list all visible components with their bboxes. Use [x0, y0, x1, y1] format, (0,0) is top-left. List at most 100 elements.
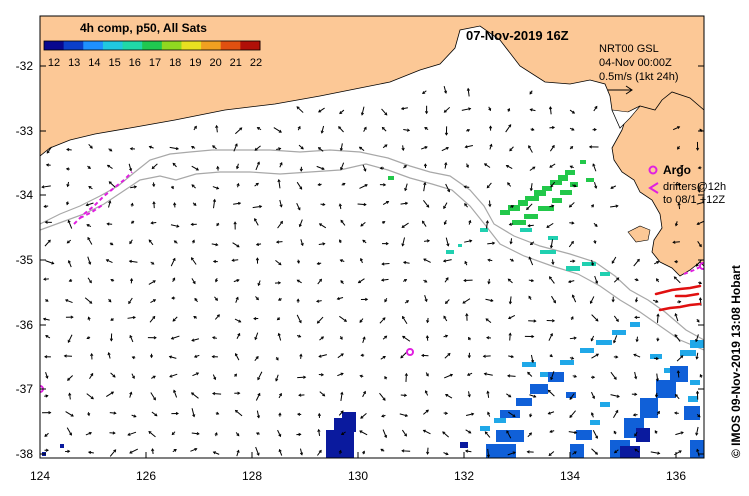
- current-arrow: [86, 202, 94, 206]
- current-arrow: [465, 450, 472, 453]
- current-arrow: [445, 394, 453, 399]
- current-arrowhead: [571, 110, 576, 114]
- current-arrowhead: [380, 448, 384, 452]
- current-arrow: [191, 257, 197, 265]
- current-arrow: [191, 392, 199, 399]
- current-arrow: [548, 411, 555, 415]
- current-arrowhead: [338, 449, 342, 453]
- x-tick-label: 126: [136, 469, 156, 483]
- current-arrowhead: [362, 239, 366, 243]
- current-arrowhead: [216, 411, 220, 415]
- current-arrow: [443, 259, 452, 262]
- current-arrow: [213, 199, 216, 209]
- current-arrow: [443, 106, 451, 113]
- current-arrow: [150, 299, 156, 303]
- current-arrow: [444, 353, 451, 359]
- current-arrowhead: [212, 145, 216, 149]
- current-arrowhead: [154, 413, 158, 417]
- current-arrowhead: [296, 260, 301, 264]
- x-axis: 124 126 128 130 132 134 136: [30, 452, 686, 483]
- current-arrowhead: [443, 109, 447, 113]
- current-arrow: [148, 280, 156, 285]
- current-arrowhead: [87, 450, 92, 455]
- current-arrowhead: [695, 338, 699, 343]
- current-arrowhead: [672, 240, 676, 244]
- current-arrow: [191, 165, 199, 171]
- current-arrowhead: [278, 262, 282, 266]
- current-arrow: [675, 431, 684, 436]
- current-arrow: [172, 316, 178, 322]
- current-arrowhead: [298, 320, 302, 324]
- current-arrowhead: [593, 128, 597, 132]
- current-arrow: [359, 146, 365, 152]
- current-arrow: [87, 277, 92, 284]
- current-arrow: [382, 335, 387, 340]
- current-arrowhead: [443, 205, 447, 210]
- current-arrowhead: [483, 163, 488, 167]
- current-arrow: [257, 371, 263, 380]
- current-arrowhead: [215, 243, 219, 247]
- argo-float-marker[interactable]: [699, 262, 706, 270]
- current-arrowhead: [64, 299, 69, 303]
- gulf-water: [611, 105, 641, 129]
- current-arrowhead: [67, 449, 71, 453]
- current-arrowhead: [528, 295, 532, 299]
- current-arrowhead: [569, 165, 573, 169]
- current-arrowhead: [462, 300, 466, 304]
- current-arrowhead: [133, 414, 137, 418]
- current-arrow: [45, 335, 51, 339]
- current-arrow: [191, 184, 196, 189]
- current-arrowhead: [43, 277, 47, 281]
- colorbar-tick-label: 21: [230, 57, 242, 69]
- credit-text: © IMOS 09-Nov-2019 13:08 Hobart: [729, 265, 743, 458]
- current-arrow: [277, 429, 282, 437]
- x-tick-label: 130: [348, 469, 368, 483]
- current-arrowhead: [113, 449, 117, 453]
- current-arrow: [568, 280, 575, 283]
- current-arrowhead: [531, 334, 535, 339]
- current-arrowhead: [363, 126, 367, 130]
- current-arrow: [129, 260, 138, 263]
- current-arrowhead: [424, 298, 428, 303]
- current-arrowhead: [401, 243, 405, 247]
- current-arrowhead: [443, 315, 447, 319]
- current-arrow: [634, 448, 640, 453]
- current-arrow: [340, 162, 345, 170]
- current-arrow: [569, 393, 575, 400]
- current-arrow: [528, 256, 534, 266]
- current-arrowhead: [526, 450, 530, 454]
- current-arrowhead: [610, 186, 614, 189]
- current-arrowhead: [303, 375, 307, 379]
- current-arrowhead: [106, 222, 110, 226]
- current-arrow: [549, 106, 552, 115]
- current-arrow: [87, 256, 91, 265]
- current-arrowhead: [400, 106, 405, 111]
- current-arrow: [569, 202, 575, 208]
- current-arrow: [254, 332, 259, 340]
- current-arrow: [212, 374, 216, 380]
- current-arrow: [235, 410, 243, 417]
- current-arrow: [610, 394, 620, 398]
- current-arrow: [169, 146, 179, 150]
- current-arrow: [489, 200, 491, 207]
- current-arrowhead: [148, 145, 152, 149]
- current-arrow: [695, 334, 699, 342]
- current-arrowhead: [464, 203, 468, 207]
- current-arrow: [382, 201, 389, 206]
- current-arrowhead: [529, 414, 533, 418]
- current-arrow: [169, 373, 178, 378]
- argo-float-marker[interactable]: [406, 348, 414, 356]
- current-arrowhead: [697, 189, 701, 193]
- current-arrow: [41, 185, 51, 188]
- current-arrow: [487, 448, 490, 458]
- current-arrow: [594, 182, 597, 189]
- current-arrow: [468, 391, 471, 397]
- current-arrowhead: [382, 355, 386, 359]
- current-arrowhead: [216, 314, 220, 318]
- current-arrow: [255, 446, 260, 456]
- current-arrow: [636, 336, 638, 342]
- current-arrow: [591, 314, 599, 322]
- colorbar-tick-label: 16: [129, 57, 141, 69]
- current-arrow: [86, 393, 94, 400]
- current-arrow: [318, 147, 324, 152]
